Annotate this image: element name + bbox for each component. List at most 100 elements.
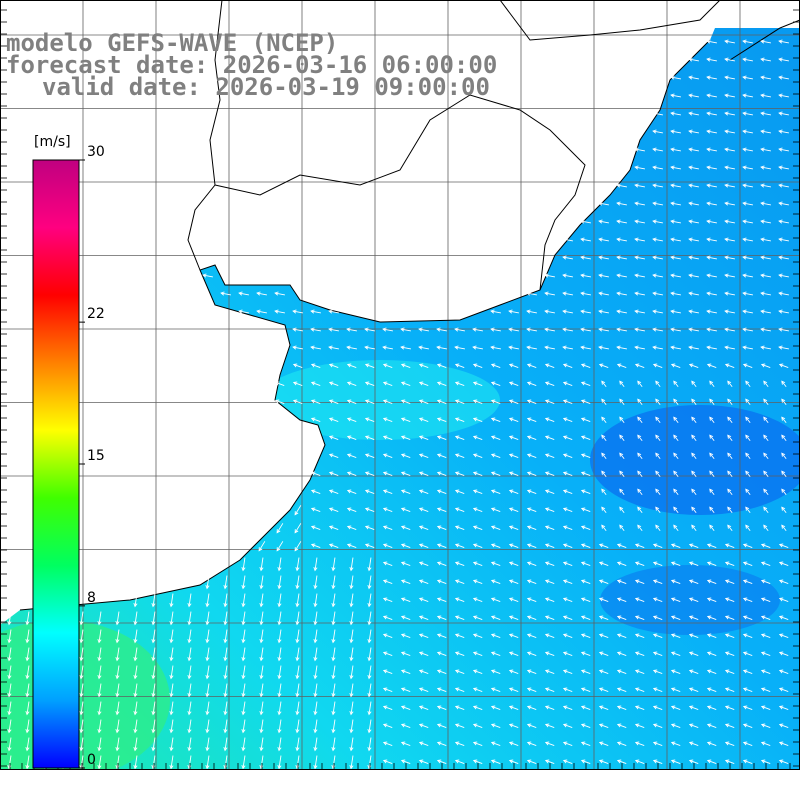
wind-arrow	[346, 435, 357, 440]
wind-arrow	[115, 683, 120, 698]
wind-arrow	[781, 380, 787, 388]
wind-arrow	[7, 611, 12, 626]
wind-arrow	[562, 759, 573, 764]
wind-arrow	[241, 557, 246, 572]
wind-arrow	[742, 669, 753, 674]
wind-arrow	[295, 737, 300, 752]
wind-arrow	[400, 723, 411, 728]
wind-arrow	[241, 611, 246, 626]
wind-arrow	[508, 345, 519, 350]
wind-arrow	[781, 398, 787, 406]
wind-arrow	[490, 345, 501, 350]
wind-arrow	[598, 741, 609, 746]
wind-arrow	[472, 381, 483, 386]
wind-arrow	[418, 543, 429, 548]
wind-arrow	[400, 345, 411, 350]
wind-arrow	[763, 416, 769, 424]
wind-arrow	[508, 435, 519, 440]
wind-arrow	[454, 633, 465, 638]
wind-arrow	[490, 525, 501, 530]
wind-arrow	[241, 683, 246, 698]
wind-arrow	[508, 723, 519, 728]
wind-arrow	[310, 489, 321, 494]
wind-arrow	[472, 741, 483, 746]
wind-arrow	[115, 647, 120, 662]
wind-arrow	[742, 111, 753, 116]
wind-arrow	[688, 687, 699, 692]
wind-arrow	[763, 380, 769, 388]
wind-arrow	[436, 669, 447, 674]
wind-arrow	[778, 687, 789, 692]
wind-arrow	[508, 525, 519, 530]
wind-arrow	[673, 524, 679, 532]
wind-arrow	[418, 723, 429, 728]
wind-arrow	[562, 543, 573, 548]
wind-arrow	[25, 611, 30, 626]
wind-arrow	[742, 597, 753, 602]
wind-arrow	[382, 453, 393, 458]
wind-arrow	[742, 561, 753, 566]
wind-arrow	[706, 75, 717, 80]
wind-arrow	[760, 93, 771, 98]
wind-arrow	[580, 345, 591, 350]
wind-arrow	[670, 615, 681, 620]
wind-arrow	[670, 273, 681, 278]
wind-arrow	[436, 687, 447, 692]
wind-arrow	[724, 57, 735, 62]
wind-arrow	[436, 651, 447, 656]
wind-arrow	[349, 755, 354, 770]
wind-arrow	[490, 543, 501, 548]
wind-arrow	[454, 453, 465, 458]
wind-arrow	[742, 255, 753, 260]
wind-arrow	[562, 453, 573, 458]
wind-arrow	[295, 629, 300, 644]
wind-arrow	[205, 665, 210, 680]
wind-arrow	[619, 398, 625, 406]
wind-arrow	[580, 417, 591, 422]
wind-arrow	[544, 417, 555, 422]
wind-arrow	[562, 651, 573, 656]
wind-arrow	[616, 183, 627, 188]
wind-arrow	[709, 524, 715, 532]
wind-arrow	[580, 507, 591, 512]
wind-arrow	[742, 129, 753, 134]
wind-arrow	[382, 633, 393, 638]
wind-arrow	[349, 557, 354, 572]
wind-arrow	[367, 701, 372, 716]
wind-arrow	[670, 687, 681, 692]
wind-arrow	[223, 755, 228, 770]
wind-arrow	[598, 615, 609, 620]
wind-arrow	[562, 687, 573, 692]
wind-arrow	[328, 507, 339, 512]
wind-arrow	[580, 561, 591, 566]
wind-arrow	[763, 506, 769, 514]
wind-arrow	[382, 741, 393, 746]
wind-arrow	[133, 593, 138, 608]
wind-arrow	[349, 701, 354, 716]
wind-arrow	[436, 615, 447, 620]
wind-arrow	[79, 701, 84, 716]
wind-arrow	[418, 363, 429, 368]
wind-arrow	[562, 255, 573, 260]
wind-arrow	[526, 579, 537, 584]
wind-arrow	[454, 687, 465, 692]
wind-arrow	[382, 507, 393, 512]
wind-arrow	[598, 651, 609, 656]
wind-arrow	[472, 705, 483, 710]
wind-arrow	[310, 525, 321, 530]
wind-arrow	[652, 327, 663, 332]
wind-arrow	[436, 453, 447, 458]
wind-arrow	[490, 507, 501, 512]
colorbar-tick-label: 8	[87, 589, 96, 606]
wind-arrow	[724, 687, 735, 692]
wind-arrow	[673, 452, 679, 460]
wind-arrow	[706, 93, 717, 98]
wind-arrow	[616, 237, 627, 242]
wind-arrow	[295, 593, 300, 608]
wind-arrow	[727, 524, 733, 532]
wind-arrow	[223, 629, 228, 644]
wind-arrow	[670, 543, 681, 548]
wind-arrow	[616, 273, 627, 278]
wind-arrow	[418, 759, 429, 764]
colorbar-tick-label: 22	[87, 306, 105, 323]
